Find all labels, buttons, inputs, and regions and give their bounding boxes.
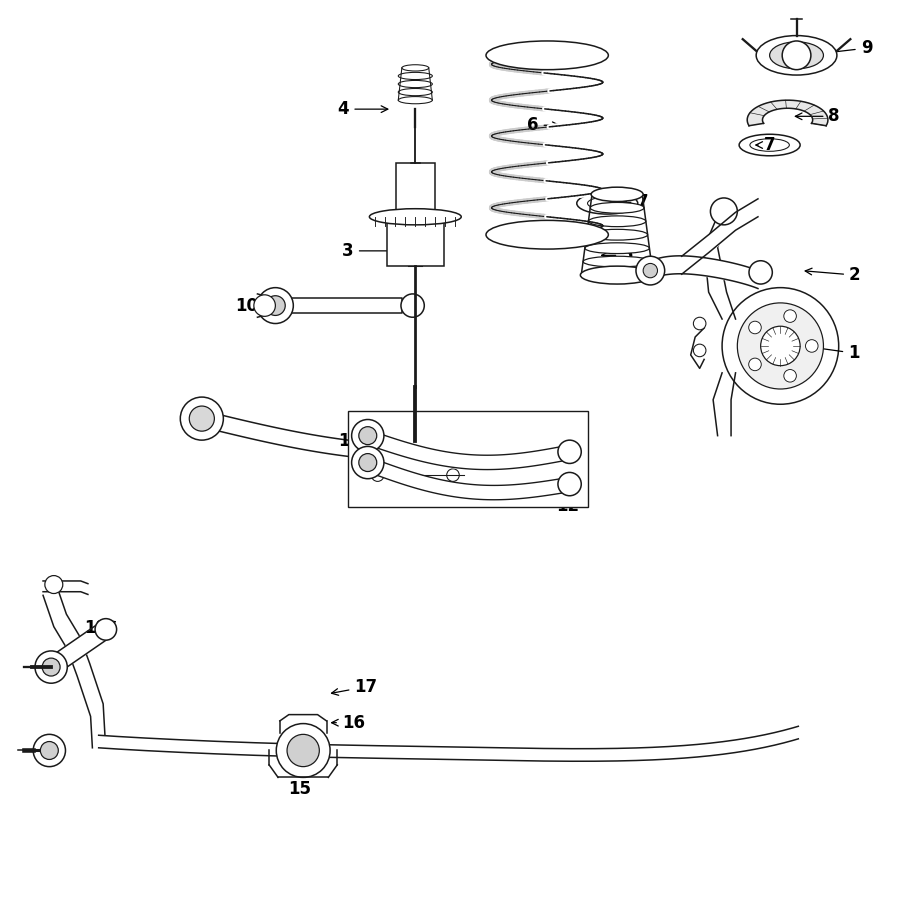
Circle shape xyxy=(737,303,823,389)
Circle shape xyxy=(371,469,384,482)
Text: 3: 3 xyxy=(343,242,404,260)
Ellipse shape xyxy=(588,197,627,210)
Ellipse shape xyxy=(402,65,429,71)
Circle shape xyxy=(266,296,285,315)
Bar xyxy=(394,441,437,472)
Ellipse shape xyxy=(583,256,651,267)
Circle shape xyxy=(553,434,577,457)
Ellipse shape xyxy=(398,80,432,87)
Text: 4: 4 xyxy=(338,100,388,118)
Circle shape xyxy=(558,472,581,496)
Text: 7: 7 xyxy=(623,194,648,212)
Circle shape xyxy=(693,344,706,356)
Bar xyxy=(348,410,588,508)
Circle shape xyxy=(710,198,737,225)
Circle shape xyxy=(784,370,797,382)
Ellipse shape xyxy=(756,36,837,75)
Circle shape xyxy=(749,321,762,334)
Circle shape xyxy=(359,454,377,472)
Text: 16: 16 xyxy=(332,714,365,732)
Circle shape xyxy=(276,724,330,778)
Circle shape xyxy=(643,264,658,278)
Circle shape xyxy=(35,651,67,683)
Ellipse shape xyxy=(739,134,800,156)
Text: 13: 13 xyxy=(446,465,473,490)
Ellipse shape xyxy=(588,216,646,227)
Ellipse shape xyxy=(592,189,642,200)
Text: 12: 12 xyxy=(556,491,579,515)
Bar xyxy=(396,163,435,217)
Ellipse shape xyxy=(486,41,608,69)
Text: 10: 10 xyxy=(235,297,281,315)
Ellipse shape xyxy=(750,139,789,151)
Circle shape xyxy=(749,358,762,371)
Ellipse shape xyxy=(370,209,461,225)
Bar xyxy=(387,217,444,266)
Circle shape xyxy=(42,658,60,676)
Circle shape xyxy=(447,469,459,482)
Text: 18: 18 xyxy=(84,618,116,636)
Circle shape xyxy=(40,742,58,760)
Ellipse shape xyxy=(398,72,432,79)
Text: 5: 5 xyxy=(602,247,632,265)
Circle shape xyxy=(784,310,797,322)
Text: 11: 11 xyxy=(338,427,363,450)
Ellipse shape xyxy=(398,88,432,95)
Ellipse shape xyxy=(580,266,654,284)
Text: 8: 8 xyxy=(796,107,840,125)
Ellipse shape xyxy=(770,42,823,68)
Bar xyxy=(368,459,388,486)
Ellipse shape xyxy=(486,220,608,249)
Text: 9: 9 xyxy=(817,39,872,57)
Circle shape xyxy=(806,339,818,352)
Circle shape xyxy=(761,326,800,365)
Ellipse shape xyxy=(590,202,644,213)
Bar xyxy=(443,459,463,486)
Ellipse shape xyxy=(585,243,649,254)
Text: 6: 6 xyxy=(527,116,559,134)
Polygon shape xyxy=(284,299,402,313)
Circle shape xyxy=(782,41,811,69)
Circle shape xyxy=(722,288,839,404)
Text: 15: 15 xyxy=(288,763,311,798)
Circle shape xyxy=(45,576,63,593)
Circle shape xyxy=(95,618,117,640)
Polygon shape xyxy=(48,622,111,672)
Circle shape xyxy=(180,397,223,440)
Circle shape xyxy=(352,446,384,479)
Ellipse shape xyxy=(398,96,432,104)
Circle shape xyxy=(352,419,384,452)
Circle shape xyxy=(693,317,706,329)
Circle shape xyxy=(189,406,214,431)
Circle shape xyxy=(359,427,377,445)
Ellipse shape xyxy=(591,187,643,202)
Circle shape xyxy=(401,294,424,317)
Polygon shape xyxy=(747,100,828,126)
Circle shape xyxy=(636,256,665,285)
Circle shape xyxy=(558,440,581,464)
Circle shape xyxy=(749,261,772,284)
Text: 17: 17 xyxy=(332,678,378,696)
Circle shape xyxy=(33,734,65,767)
Text: 7: 7 xyxy=(756,136,775,154)
Text: 1: 1 xyxy=(807,344,859,362)
Ellipse shape xyxy=(587,230,648,240)
Text: 14: 14 xyxy=(558,432,581,450)
Circle shape xyxy=(254,295,275,316)
Text: 2: 2 xyxy=(806,266,860,284)
Circle shape xyxy=(257,288,293,323)
Ellipse shape xyxy=(581,270,653,281)
Ellipse shape xyxy=(577,193,638,214)
Circle shape xyxy=(287,734,319,767)
